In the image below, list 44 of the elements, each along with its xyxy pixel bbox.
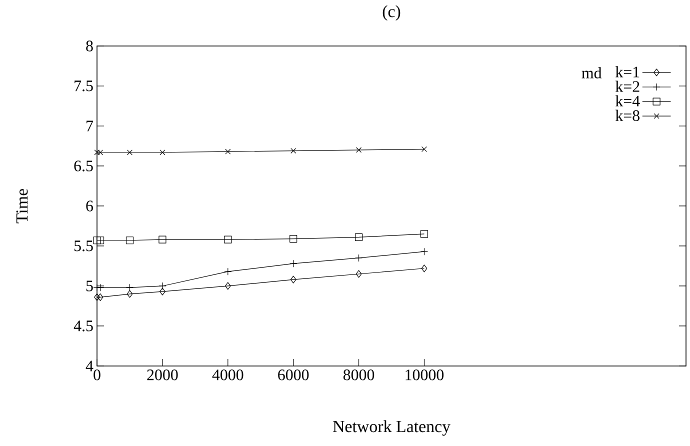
legend-label: k=1 [615, 66, 640, 78]
x-tick-label: 10000 [406, 370, 444, 380]
point [96, 236, 104, 244]
chart-title: (c) [382, 5, 400, 21]
point [94, 293, 100, 301]
y-tick-label: 6.5 [74, 160, 93, 172]
point [356, 270, 362, 278]
x-tick-label: 2000 [147, 370, 178, 380]
point [126, 236, 134, 244]
y-tick-label: 8 [86, 40, 93, 52]
y-tick-label: 4.5 [74, 320, 93, 332]
y-tick-label: 4 [86, 360, 94, 372]
point [290, 148, 296, 154]
point [224, 282, 231, 290]
y-tick-label: 5.5 [74, 240, 93, 252]
x-tick-label: 6000 [278, 370, 309, 380]
point [421, 146, 428, 152]
x-tick-label: 4000 [212, 370, 244, 380]
legend-title: md [582, 67, 602, 78]
point [93, 236, 101, 244]
y-axis-title: Time [16, 188, 28, 224]
point [126, 150, 133, 156]
x-tick-label: 0 [94, 370, 100, 380]
legend-label: k=4 [615, 95, 640, 106]
y-tick-label: 5 [86, 280, 93, 292]
x-tick-label: 8000 [343, 370, 374, 380]
point [290, 234, 298, 243]
point [160, 150, 166, 156]
point [97, 293, 104, 301]
point [354, 233, 363, 241]
y-tick-label: 7 [86, 120, 94, 132]
point [224, 236, 232, 244]
x-axis-title: Network Latency [332, 420, 450, 436]
legend-label: k=8 [615, 110, 640, 122]
legend-label: k=2 [615, 80, 640, 92]
point [290, 276, 296, 284]
point [420, 230, 428, 238]
point [421, 264, 428, 272]
y-tick-label: 6 [86, 200, 94, 212]
point [94, 150, 100, 156]
point [158, 236, 166, 244]
y-tick-label: 7.5 [74, 80, 93, 92]
point [356, 147, 362, 153]
point [225, 148, 231, 154]
